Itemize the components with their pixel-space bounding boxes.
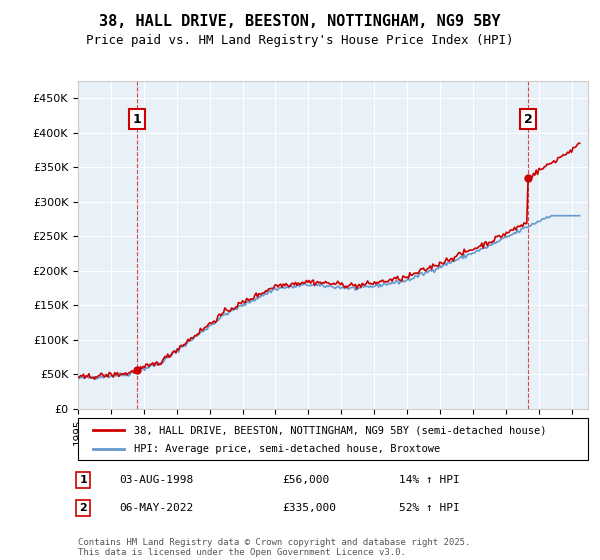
Text: 38, HALL DRIVE, BEESTON, NOTTINGHAM, NG9 5BY (semi-detached house): 38, HALL DRIVE, BEESTON, NOTTINGHAM, NG9… xyxy=(134,425,547,435)
Text: £56,000: £56,000 xyxy=(282,475,329,485)
Text: HPI: Average price, semi-detached house, Broxtowe: HPI: Average price, semi-detached house,… xyxy=(134,444,440,454)
Text: 2: 2 xyxy=(524,113,532,125)
Text: 14% ↑ HPI: 14% ↑ HPI xyxy=(400,475,460,485)
Text: 1: 1 xyxy=(133,113,141,125)
Text: Contains HM Land Registry data © Crown copyright and database right 2025.
This d: Contains HM Land Registry data © Crown c… xyxy=(78,538,470,557)
Text: 06-MAY-2022: 06-MAY-2022 xyxy=(119,503,193,513)
Text: 52% ↑ HPI: 52% ↑ HPI xyxy=(400,503,460,513)
Text: 2: 2 xyxy=(79,503,87,513)
Text: 03-AUG-1998: 03-AUG-1998 xyxy=(119,475,193,485)
Text: 38, HALL DRIVE, BEESTON, NOTTINGHAM, NG9 5BY: 38, HALL DRIVE, BEESTON, NOTTINGHAM, NG9… xyxy=(99,14,501,29)
Text: £335,000: £335,000 xyxy=(282,503,336,513)
FancyBboxPatch shape xyxy=(78,418,588,460)
Text: 1: 1 xyxy=(79,475,87,485)
Text: Price paid vs. HM Land Registry's House Price Index (HPI): Price paid vs. HM Land Registry's House … xyxy=(86,34,514,46)
